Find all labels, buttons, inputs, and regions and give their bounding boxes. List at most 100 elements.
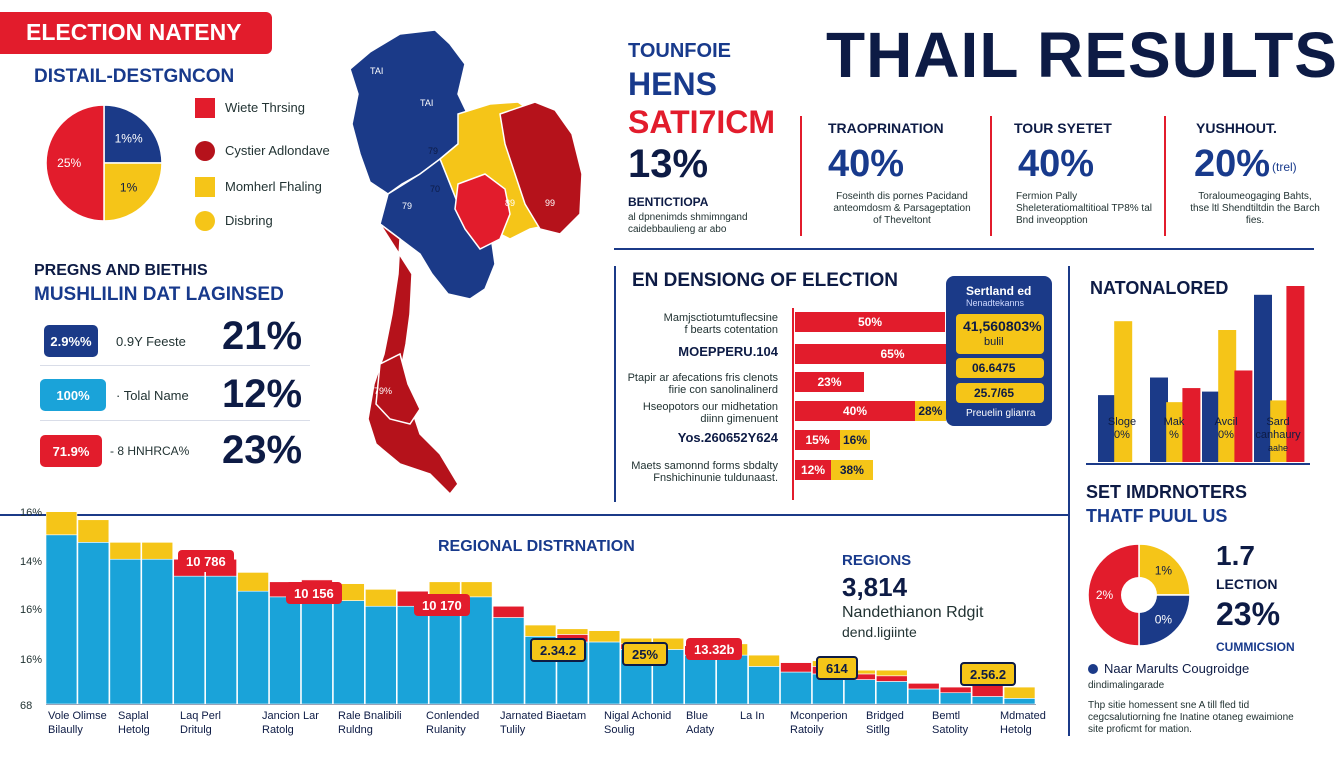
regional-x-label: Ratolg [262,724,294,736]
regional-x-label: Mconperion [790,710,848,722]
regional-bar-segment [588,630,621,643]
election-badge-text: ELECTION NATENY [26,19,242,45]
pie-slice-label: 1% [1155,564,1173,578]
regional-bar-segment [237,572,269,592]
regional-bar-segment [205,575,237,704]
stat-value-1: 21% [222,314,303,358]
stat-col-1-caption: Foseinth dis pornes Pacidand anteomdosm … [833,191,971,226]
pie-slice [45,104,105,222]
stat-col-1-value: 40% [828,143,905,185]
summary-card-v3: 25.7/65 [974,386,1015,400]
donut-legend-sub: dindimalingarade [1088,680,1165,691]
hbar-segment: 23% [795,372,864,392]
regional-bar-segment [269,596,301,704]
regional-callout: 13.32b [686,638,743,660]
regional-bar-segment [237,590,269,704]
regional-x-label: Rale Bnalibili [338,710,402,722]
donut-label-1: LECTION [1216,576,1278,592]
regional-x-label: Mdmated [1000,710,1046,722]
regional-bar-segment [748,654,780,667]
regional-x-label: Dritulg [180,724,212,736]
regional-bar-segment [556,628,589,635]
hbar-segment: 16% [840,430,870,450]
left-legend-4: Disbring [225,213,273,228]
hbar-panel-title: EN DENSIONG OF ELECTION [632,270,899,291]
national-x-label: Sloge [1107,416,1137,428]
block-line-1: TOUNFOIE [628,40,731,62]
pie-slice-label: 1% [120,181,138,195]
block-line-2: HENS [628,66,717,102]
regional-bar-segment [141,542,174,560]
national-chart-baseline [1086,463,1310,465]
regional-side-text-2: dend.ligiinte [842,624,917,640]
regional-y-tick: 68 [20,700,33,712]
national-bar [1114,321,1133,462]
hbar-segment: 12% [795,460,831,480]
pie-slice-label: 1%% [115,131,143,145]
pie-slice-label: 2% [1096,588,1114,602]
national-bar [1286,286,1305,462]
summary-card-v3-box [956,383,1044,403]
stat-col-2-title: TOUR SYETET [1014,120,1112,136]
national-x-label: Sard [1266,416,1290,428]
regional-x-label: Jancion Lar [262,710,319,722]
summary-card-title: Sertland ed [966,284,1032,298]
hbar-segment: 38% [831,460,873,480]
separator [614,248,1314,250]
donut-legend-swatch [1088,664,1098,674]
donut-heading-1: SET IMDRNOTERS [1086,482,1248,502]
separator [800,116,802,236]
donut-note: Thp sitie homessent sne A till fled tid … [1088,700,1294,735]
donut-big-2: 23% [1216,596,1281,632]
national-bar [1254,294,1272,462]
summary-card-v2-box [956,358,1044,378]
regional-bar-segment [780,662,812,673]
regional-x-label: Conlended [426,710,480,722]
stat-pill-3: 71.9% [40,435,102,467]
map-region-south-east [375,352,421,425]
stat-value-2: 12% [222,372,303,416]
regional-x-label: Saplal [118,710,149,722]
hbar-row-label: Hseopotors our midhetation [642,401,778,413]
map-region-central [379,157,496,300]
national-x-label: Avcil [1214,416,1238,428]
national-x-label: 0% [1114,429,1130,441]
regional-callout: 2.34.2 [530,638,587,662]
block-value: 13% [628,142,709,186]
separator [1068,266,1070,736]
donut-heading-2: THATF PUUL US [1086,506,1228,526]
national-bar [1218,330,1237,462]
regional-bar-segment [1003,686,1036,699]
left-stats-heading: PREGNS AND BIETHIS [34,262,208,279]
legend-swatch-yellow-dot [195,211,215,231]
stat-col-1-title: TRAOPRINATION [828,120,944,136]
main-title: THAIL RESULTS [826,19,1338,91]
regional-callout: 25% [622,642,669,666]
regional-x-label: Satolity [932,724,969,736]
regional-side-text-1: Nandethianon Rdgit [842,604,984,621]
national-bar [1098,395,1116,462]
regional-x-label: Laq Perl [180,710,221,722]
regional-x-label: Bilaully [48,724,83,736]
stat-pill-1: 2.9%% [44,325,98,357]
hbar-segment: 15% [795,430,840,450]
left-legend-3: Momherl Fhaling [225,179,322,194]
regional-title: REGIONAL DISTRNATION [438,538,635,555]
map-label-3: 79 [428,146,438,156]
summary-card-footer: Preuelin glianra [966,408,1036,419]
regional-y-tick: 14% [20,556,43,568]
regional-bar-segment [141,558,174,704]
regional-callout: 2.56.2 [960,662,1017,686]
regional-bar-segment [524,624,557,637]
map-label-2: TAI [420,98,433,108]
regional-x-label: Ratoily [790,724,824,736]
regional-x-label: Blue [686,710,709,722]
regional-bar-segment [876,669,908,677]
hbar-row-label: Fnshichinunie tuldunaast. [653,472,778,484]
national-bar [1234,370,1253,462]
national-bar-chart [1098,286,1305,462]
separator [614,266,616,502]
regional-bar-segment [748,666,780,704]
regional-bar-segment [77,519,110,543]
regional-bar-segment [109,558,142,704]
